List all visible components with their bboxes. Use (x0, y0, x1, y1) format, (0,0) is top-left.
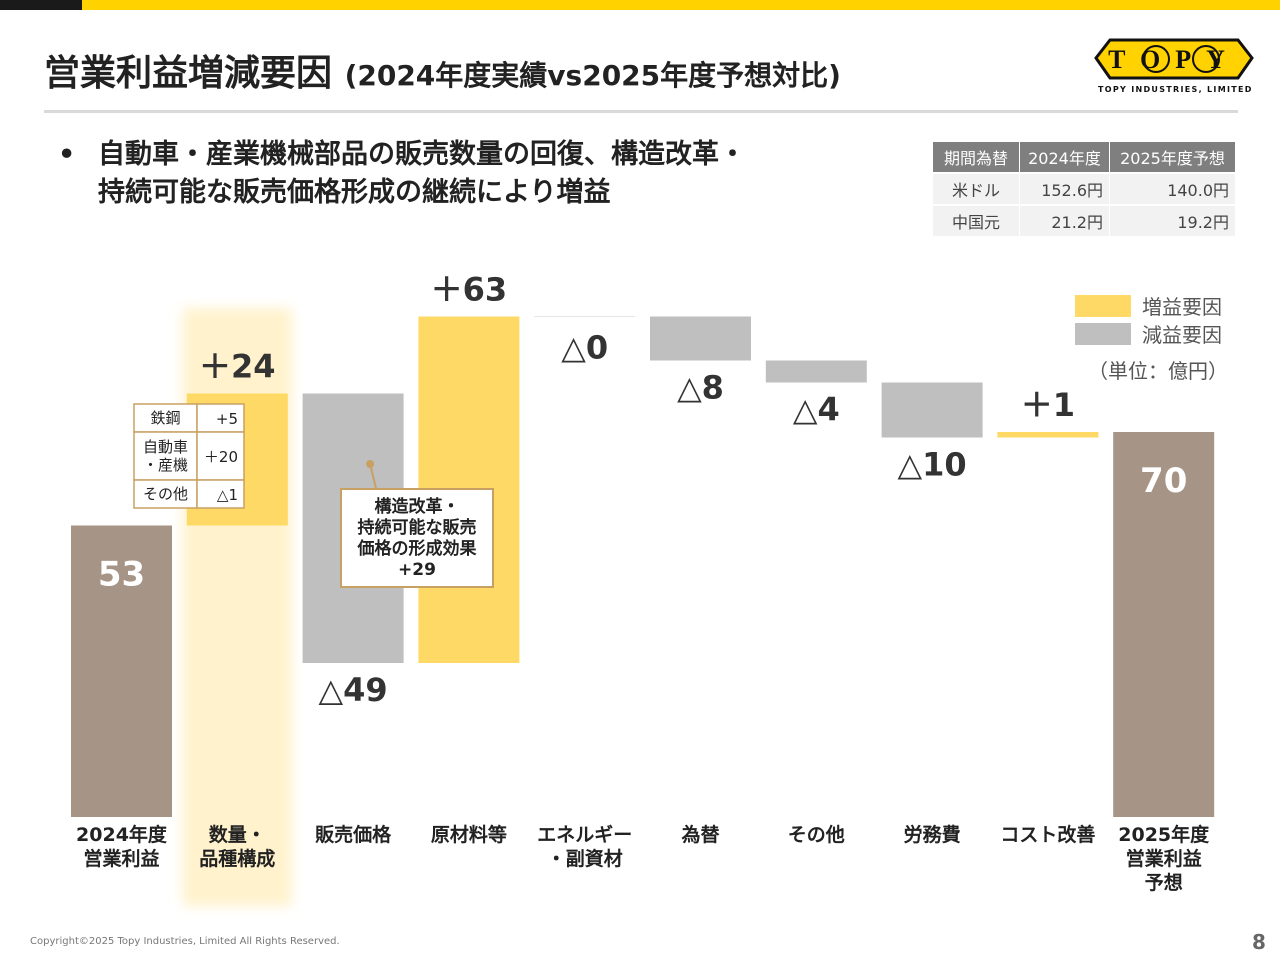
page-title-main: 営業利益増減要因 (44, 53, 333, 94)
fx-header-2025: 2025年度予想 (1109, 142, 1236, 173)
breakdown-label: 鉄鋼 (150, 409, 180, 427)
waterfall-bar (650, 316, 751, 361)
logo-tagline: TOPY INDUSTRIES, LIMITED (1098, 85, 1253, 94)
fx-cell: 19.2円 (1109, 204, 1236, 236)
category-label: エネルギー・副資材 (537, 824, 632, 870)
topy-logo: TOPY (1094, 38, 1254, 80)
data-label: 53 (98, 555, 145, 595)
fx-cell: 米ドル (933, 172, 1020, 205)
waterfall-bar (997, 432, 1099, 438)
breakdown-cell (196, 479, 245, 509)
title-divider (44, 110, 1238, 113)
data-label: △4 (793, 391, 840, 429)
data-label: △8 (677, 369, 724, 407)
fx-row-usd: 米ドル 152.6円 140.0円 (933, 172, 1236, 205)
waterfall-bar (1113, 432, 1215, 817)
data-label: 70 (1140, 461, 1187, 501)
category-label: 原材料等 (431, 823, 507, 846)
logo-wordmark: TOPY (1108, 45, 1240, 74)
category-label: 2025年度営業利益予想 (1118, 823, 1210, 894)
callout-box (340, 488, 494, 588)
legend-label: 増益要因 (1142, 295, 1222, 319)
category-label: コスト改善 (1000, 823, 1095, 846)
category-label: 労務費 (904, 823, 961, 846)
bullet-marker: • (58, 139, 76, 170)
callout-text: 構造改革・持続可能な販売価格の形成効果+29 (357, 496, 477, 580)
data-label: △49 (319, 671, 388, 709)
fx-cell: 140.0円 (1109, 172, 1236, 205)
breakdown-label: その他 (143, 485, 188, 503)
top-accent-yellow (82, 0, 1280, 10)
bullet-line-1: 自動車・産業機械部品の販売数量の回復、構造改革・ (98, 139, 746, 170)
category-label: 数量・品種構成 (199, 823, 275, 870)
fx-cell: 21.2円 (1019, 204, 1110, 236)
page-number: 8 (1252, 930, 1266, 954)
category-label: 販売価格 (315, 823, 392, 846)
copyright: Copyright©2025 Topy Industries, Limited … (30, 936, 340, 947)
waterfall-bar (881, 382, 983, 438)
legend-label: 減益要因 (1142, 323, 1222, 347)
category-label: 2024年度営業利益 (76, 823, 168, 870)
page-title: 営業利益増減要因 (2024年度実績vs2025年度予想対比) (44, 44, 841, 96)
breakdown-value: ＋20 (204, 448, 238, 466)
fx-row-cny: 中国元 21.2円 19.2円 (933, 204, 1236, 236)
data-label: ＋1 (1021, 386, 1075, 424)
breakdown-label: 自動車・産機 (143, 438, 188, 474)
bullet-text: 自動車・産業機械部品の販売数量の回復、構造改革・ 持続可能な販売価格形成の継続に… (98, 136, 746, 212)
fx-cell: 中国元 (933, 204, 1020, 236)
page-title-sub: (2024年度実績vs2025年度予想対比) (344, 59, 841, 92)
fx-rate-table: 期間為替 2024年度 2025年度予想 米ドル 152.6円 140.0円 中… (933, 142, 1236, 236)
data-label: ＋24 (199, 348, 276, 386)
data-label: △10 (898, 446, 967, 484)
fx-header-row: 期間為替 2024年度 2025年度予想 (933, 142, 1236, 173)
data-label: △0 (561, 329, 608, 367)
legend-swatch (1075, 323, 1131, 345)
callout-anchor-dot (366, 460, 375, 468)
breakdown-value: +5 (216, 410, 238, 428)
top-accent-black (0, 0, 82, 10)
fx-header-2024: 2024年度 (1019, 142, 1110, 173)
data-label: ＋63 (431, 271, 508, 309)
category-label: その他 (788, 823, 845, 846)
bullet-line-2: 持続可能な販売価格形成の継続により増益 (98, 177, 611, 208)
legend-swatch (1075, 295, 1131, 317)
breakdown-cell (196, 431, 245, 481)
waterfall-bar (765, 360, 867, 383)
category-label: 為替 (681, 823, 720, 846)
waterfall-bar (71, 525, 172, 817)
callout-pointer (369, 463, 378, 490)
breakdown-value: △1 (217, 486, 238, 504)
unit-label: （単位：億円） (1088, 359, 1228, 383)
fx-header-period: 期間為替 (933, 142, 1020, 173)
fx-cell: 152.6円 (1019, 172, 1110, 205)
